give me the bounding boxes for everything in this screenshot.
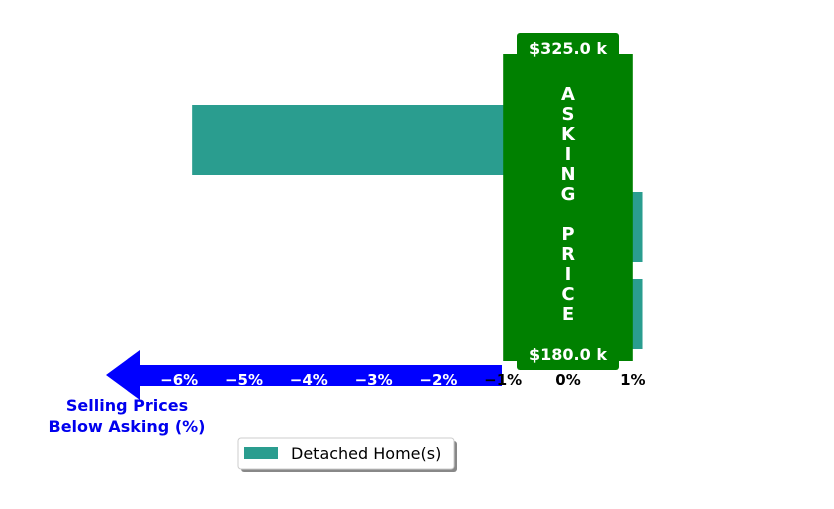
x-tick-label: −6% xyxy=(160,371,198,389)
asking-top-tab xyxy=(517,33,619,61)
x-tick-label: −4% xyxy=(290,371,328,389)
asking-letter-4: I xyxy=(565,144,572,165)
asking-letter-12: E xyxy=(562,304,574,325)
asking-top-label: $325.0 k xyxy=(529,39,607,58)
asking-bottom-label: $180.0 k xyxy=(529,345,607,364)
legend-box xyxy=(237,437,455,470)
asking-letter-1: A xyxy=(561,84,575,105)
caption-line: Below Asking (%) xyxy=(49,417,206,436)
asking-bottom-tab xyxy=(517,340,619,370)
asking-letter-3: K xyxy=(561,124,576,145)
x-tick-label: −1% xyxy=(484,371,522,389)
asking-letter-5: N xyxy=(560,164,575,185)
asking-letter-6: G xyxy=(561,184,576,205)
caption-line: Selling Prices xyxy=(66,396,188,415)
asking-letter-10: I xyxy=(565,264,572,285)
below-asking-arrow xyxy=(106,350,502,400)
x-axis-ticks: −6% −5% −4% −3% −2% −1% 0% 1% xyxy=(160,371,645,389)
asking-letter-2: S xyxy=(562,104,575,125)
legend-swatch xyxy=(244,447,278,459)
axis-caption: Selling Prices Below Asking (%) xyxy=(49,396,206,436)
legend: Detached Home(s) xyxy=(237,437,457,472)
x-tick-label: −3% xyxy=(355,371,393,389)
x-tick-label: −5% xyxy=(225,371,263,389)
x-tick-label: 1% xyxy=(620,371,645,389)
arrow-shape xyxy=(106,350,502,400)
x-tick-label: 0% xyxy=(555,371,580,389)
asking-band-rect xyxy=(503,54,633,361)
legend-label: Detached Home(s) xyxy=(291,444,441,463)
asking-letter-9: R xyxy=(561,244,575,265)
asking-letter-11: C xyxy=(561,284,574,305)
asking-letter-8: P xyxy=(561,224,574,245)
x-tick-label: −2% xyxy=(419,371,457,389)
